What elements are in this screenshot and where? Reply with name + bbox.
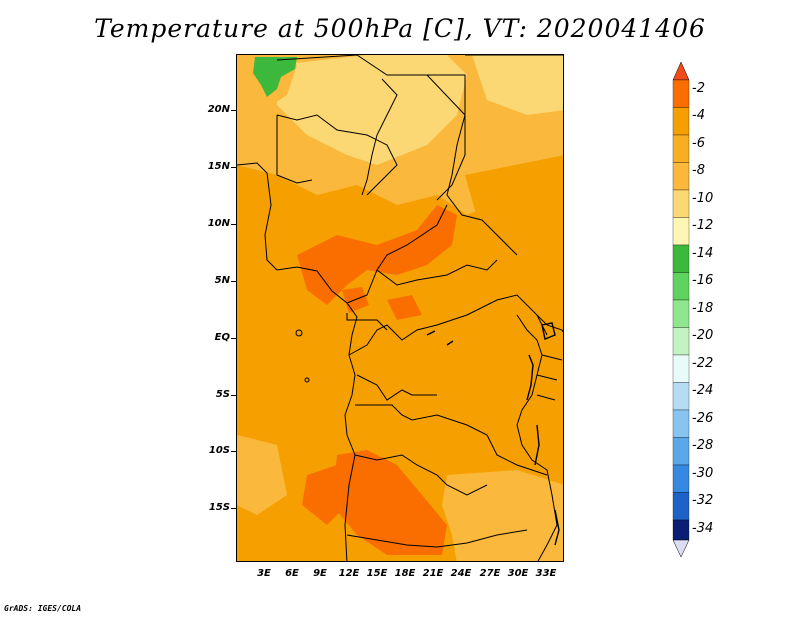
field-warm-south-2: [302, 465, 347, 525]
lat-tick: [231, 508, 236, 509]
colorbar-swatch: [672, 382, 690, 411]
colorbar-top-arrow: [672, 62, 690, 81]
field-sw-light: [237, 435, 287, 515]
lat-label: 5S: [215, 389, 230, 400]
country-borders: [237, 55, 563, 561]
colorbar-swatch: [672, 519, 690, 541]
lat-label: 15S: [208, 502, 230, 513]
lon-label: 18E: [394, 568, 416, 579]
lat-label: 10N: [207, 218, 230, 229]
colorbar-label: -14: [692, 246, 714, 261]
colorbar-label: -18: [692, 301, 714, 316]
colorbar-label: -2: [692, 81, 705, 96]
colorbar-swatch: [672, 437, 690, 466]
colorbar-label: -26: [692, 411, 714, 426]
colorbar-swatch: [672, 354, 690, 383]
colorbar-swatch: [672, 244, 690, 273]
colorbar-swatch: [672, 107, 690, 136]
colorbar-swatch: [672, 464, 690, 493]
colorbar-label: -6: [692, 136, 705, 151]
lat-tick: [231, 338, 236, 339]
colorbar-label: -10: [692, 191, 714, 206]
colorbar-swatch: [672, 327, 690, 356]
chart-title: Temperature at 500hPa [C], VT: 202004140…: [94, 14, 706, 43]
lon-label: 9E: [313, 568, 327, 579]
lon-label: 33E: [535, 568, 557, 579]
colorbar-label: -24: [692, 383, 714, 398]
colorbar-label: -16: [692, 273, 714, 288]
lat-label: 10S: [208, 445, 230, 456]
lon-label: 30E: [507, 568, 529, 579]
field-warm-south: [332, 450, 447, 555]
colorbar-label: -12: [692, 218, 714, 233]
map-panel: [236, 54, 564, 562]
lon-label: 15E: [366, 568, 388, 579]
grads-credit: GrADS: IGES/COLA: [4, 604, 82, 613]
colorbar-swatch: [672, 492, 690, 521]
lon-label: 3E: [257, 568, 271, 579]
colorbar-label: -30: [692, 466, 714, 481]
colorbar-bottom-arrow: [672, 539, 690, 558]
lat-label: 20N: [207, 104, 230, 115]
lat-tick: [231, 281, 236, 282]
colorbar-swatch: [672, 79, 690, 108]
lat-tick: [231, 451, 236, 452]
colorbar-swatch: [672, 272, 690, 301]
lat-tick: [231, 110, 236, 111]
colorbar-label: -28: [692, 438, 714, 453]
colorbar-swatch: [672, 162, 690, 191]
lat-label: 5N: [214, 275, 230, 286]
colorbar-swatch: [672, 217, 690, 246]
field-warm-band-west: [297, 205, 457, 305]
temperature-map: [237, 55, 563, 561]
colorbar-swatch: [672, 189, 690, 218]
lon-label: 12E: [338, 568, 360, 579]
lat-label: 15N: [207, 161, 230, 172]
lon-label: 21E: [422, 568, 444, 579]
field-warm-spot: [387, 295, 422, 320]
field-ne-patch: [472, 55, 563, 115]
lon-label: 27E: [479, 568, 501, 579]
lat-tick: [231, 395, 236, 396]
lon-label: 24E: [450, 568, 472, 579]
field-east: [465, 155, 563, 280]
field-cold-patch: [253, 57, 297, 97]
colorbar-label: -22: [692, 356, 714, 371]
colorbar-label: -8: [692, 163, 705, 178]
colorbar: [672, 62, 690, 558]
colorbar-label: -34: [692, 521, 714, 536]
lat-tick: [231, 167, 236, 168]
colorbar-swatch: [672, 299, 690, 328]
colorbar-swatch: [672, 134, 690, 163]
lat-tick: [231, 224, 236, 225]
lat-label: EQ: [214, 332, 230, 343]
colorbar-label: -32: [692, 493, 714, 508]
colorbar-label: -4: [692, 108, 705, 123]
field-sahara-patch: [277, 55, 467, 165]
lon-label: 6E: [285, 568, 299, 579]
lakes: [426, 322, 560, 546]
colorbar-swatch: [672, 409, 690, 438]
colorbar-label: -20: [692, 328, 714, 343]
